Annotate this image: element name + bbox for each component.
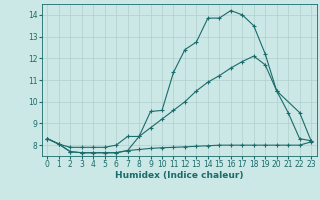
X-axis label: Humidex (Indice chaleur): Humidex (Indice chaleur) [115,171,244,180]
